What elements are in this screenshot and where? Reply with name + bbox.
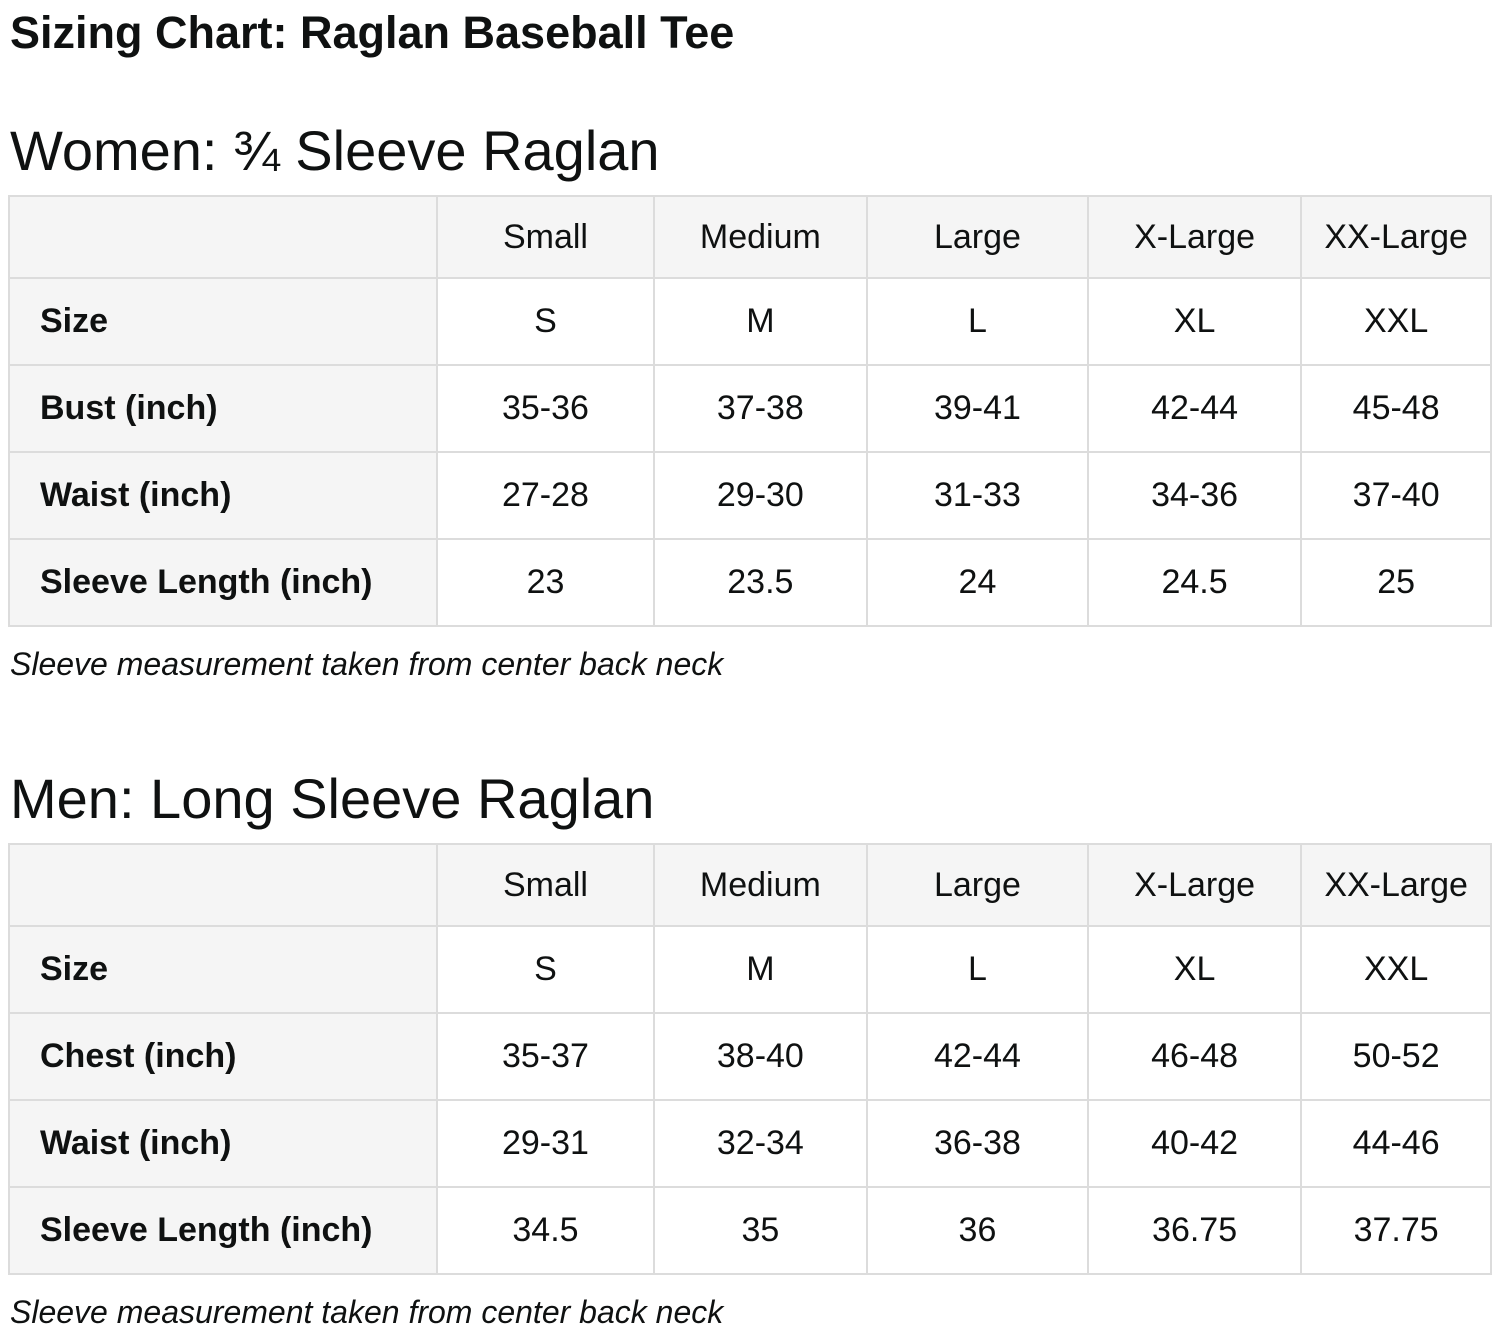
row-label: Size <box>7 925 439 1015</box>
column-header: Small <box>436 195 655 280</box>
table-header-row: Small Medium Large X-Large XX-Large <box>7 195 1492 280</box>
cell-value: 50-52 <box>1300 1012 1492 1102</box>
column-header: Small <box>436 843 655 928</box>
cell-value: 42-44 <box>866 1012 1089 1102</box>
cell-value: 35 <box>652 1186 869 1276</box>
sleeve-note-women: Sleeve measurement taken from center bac… <box>10 646 724 683</box>
cell-value: L <box>866 925 1089 1015</box>
cell-value: 24 <box>866 538 1089 628</box>
cell-value: 37-38 <box>652 364 869 454</box>
table-header-row: Small Medium Large X-Large XX-Large <box>7 843 1492 928</box>
cell-value: 25 <box>1300 538 1492 628</box>
cell-value: XL <box>1086 277 1303 367</box>
men-size-table: Small Medium Large X-Large XX-Large Size S M L XL… <box>7 843 1492 1276</box>
cell-value: S <box>436 277 655 367</box>
cell-value: 32-34 <box>652 1099 869 1189</box>
row-label: Waist (inch) <box>7 1099 439 1189</box>
section-women: Women: ¾ Sleeve Raglan Small Medium Large X… <box>7 118 1492 684</box>
table-row: Sleeve Length (inch) 34.5 35 36 36.75 37.75 <box>7 1186 1492 1276</box>
cell-value: 29-30 <box>652 451 869 541</box>
cell-value: 31-33 <box>866 451 1089 541</box>
cell-value: XXL <box>1300 277 1492 367</box>
column-header: X-Large <box>1086 843 1303 928</box>
cell-value: XXL <box>1300 925 1492 1015</box>
table-row: Size S M L XL XXL <box>7 925 1492 1015</box>
women-size-table: Small Medium Large X-Large XX-Large Size S M L XL… <box>7 195 1492 628</box>
cell-value: 23 <box>436 538 655 628</box>
cell-value: 42-44 <box>1086 364 1303 454</box>
section-heading-women: Women: ¾ Sleeve Raglan <box>10 118 660 182</box>
cell-value: 37.75 <box>1300 1186 1492 1276</box>
page-title: Sizing Chart: Raglan Baseball Tee <box>10 7 735 58</box>
cell-value: 27-28 <box>436 451 655 541</box>
table-row: Waist (inch) 29-31 32-34 36-38 40-42 44-46 <box>7 1099 1492 1189</box>
cell-value: 36-38 <box>866 1099 1089 1189</box>
column-header: Large <box>866 195 1089 280</box>
column-header: Medium <box>652 843 869 928</box>
cell-value: 34.5 <box>436 1186 655 1276</box>
cell-value: 44-46 <box>1300 1099 1492 1189</box>
cell-value: 38-40 <box>652 1012 869 1102</box>
cell-value: S <box>436 925 655 1015</box>
table-row: Size S M L XL XXL <box>7 277 1492 367</box>
row-label: Size <box>7 277 439 367</box>
row-label: Waist (inch) <box>7 451 439 541</box>
row-label: Bust (inch) <box>7 364 439 454</box>
table-row: Sleeve Length (inch) 23 23.5 24 24.5 25 <box>7 538 1492 628</box>
table-corner-cell <box>7 195 439 280</box>
cell-value: L <box>866 277 1089 367</box>
cell-value: XL <box>1086 925 1303 1015</box>
section-men: Men: Long Sleeve Raglan Small Medium Large… <box>7 766 1492 1332</box>
column-header: XX-Large <box>1300 195 1492 280</box>
table-row: Bust (inch) 35-36 37-38 39-41 42-44 45-48 <box>7 364 1492 454</box>
cell-value: 37-40 <box>1300 451 1492 541</box>
cell-value: 36.75 <box>1086 1186 1303 1276</box>
cell-value: 35-37 <box>436 1012 655 1102</box>
cell-value: 39-41 <box>866 364 1089 454</box>
cell-value: 29-31 <box>436 1099 655 1189</box>
column-header: Large <box>866 843 1089 928</box>
cell-value: 45-48 <box>1300 364 1492 454</box>
section-heading-men: Men: Long Sleeve Raglan <box>10 766 655 830</box>
sleeve-note-men: Sleeve measurement taken from center bac… <box>10 1294 724 1331</box>
table-row: Chest (inch) 35-37 38-40 42-44 46-48 50-52 <box>7 1012 1492 1102</box>
table-row: Waist (inch) 27-28 29-30 31-33 34-36 37-40 <box>7 451 1492 541</box>
row-label: Sleeve Length (inch) <box>7 1186 439 1276</box>
column-header: X-Large <box>1086 195 1303 280</box>
row-label: Sleeve Length (inch) <box>7 538 439 628</box>
column-header: Medium <box>652 195 869 280</box>
cell-value: 34-36 <box>1086 451 1303 541</box>
cell-value: 40-42 <box>1086 1099 1303 1189</box>
cell-value: 24.5 <box>1086 538 1303 628</box>
cell-value: 35-36 <box>436 364 655 454</box>
cell-value: 46-48 <box>1086 1012 1303 1102</box>
column-header: XX-Large <box>1300 843 1492 928</box>
row-label: Chest (inch) <box>7 1012 439 1102</box>
table-corner-cell <box>7 843 439 928</box>
cell-value: 36 <box>866 1186 1089 1276</box>
cell-value: 23.5 <box>652 538 869 628</box>
cell-value: M <box>652 277 869 367</box>
cell-value: M <box>652 925 869 1015</box>
